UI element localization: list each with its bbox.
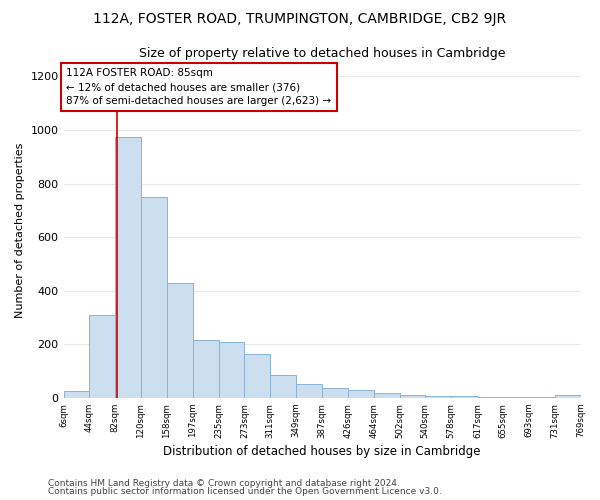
Bar [503, 397, 529, 398]
Bar [167, 282, 193, 398]
Bar [348, 390, 374, 398]
Bar [115, 136, 141, 398]
Bar [451, 396, 478, 398]
Text: Contains public sector information licensed under the Open Government Licence v3: Contains public sector information licen… [48, 487, 442, 496]
Text: 112A, FOSTER ROAD, TRUMPINGTON, CAMBRIDGE, CB2 9JR: 112A, FOSTER ROAD, TRUMPINGTON, CAMBRIDG… [94, 12, 506, 26]
Bar [425, 396, 451, 398]
Y-axis label: Number of detached properties: Number of detached properties [15, 143, 25, 318]
Bar [193, 340, 218, 398]
Bar [374, 393, 400, 398]
Bar [64, 391, 89, 398]
Text: 112A FOSTER ROAD: 85sqm
← 12% of detached houses are smaller (376)
87% of semi-d: 112A FOSTER ROAD: 85sqm ← 12% of detache… [66, 68, 331, 106]
Bar [89, 315, 115, 398]
Bar [296, 384, 322, 398]
Bar [270, 375, 296, 398]
Bar [400, 395, 425, 398]
Bar [244, 354, 270, 398]
Title: Size of property relative to detached houses in Cambridge: Size of property relative to detached ho… [139, 48, 505, 60]
Bar [141, 197, 167, 398]
Text: Contains HM Land Registry data © Crown copyright and database right 2024.: Contains HM Land Registry data © Crown c… [48, 478, 400, 488]
Bar [322, 388, 348, 398]
Bar [555, 395, 581, 398]
Bar [478, 396, 503, 398]
Bar [218, 342, 244, 398]
X-axis label: Distribution of detached houses by size in Cambridge: Distribution of detached houses by size … [163, 444, 481, 458]
